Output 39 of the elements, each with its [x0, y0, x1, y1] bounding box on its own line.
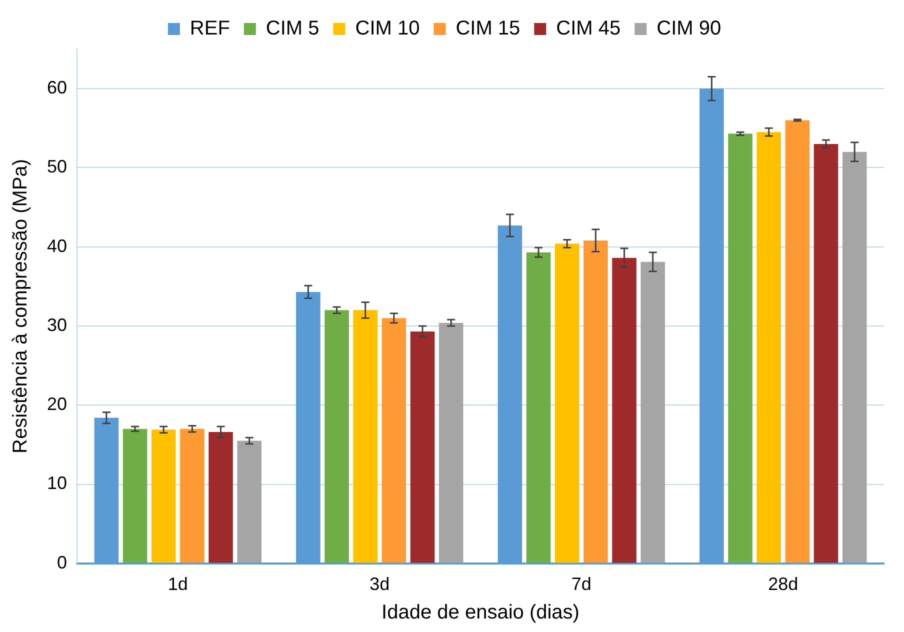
bar: [612, 258, 636, 563]
y-tick-label: 60: [46, 78, 68, 98]
legend-label: REF: [190, 18, 230, 40]
y-tick-label: 50: [46, 156, 68, 177]
legend-label: CIM 15: [456, 18, 520, 40]
bar: [353, 310, 378, 563]
bar: [382, 318, 406, 563]
x-tick-label: 3d: [370, 574, 390, 594]
bar: [526, 252, 551, 563]
x-tick-label: 7d: [571, 574, 592, 594]
y-tick-label: 20: [46, 394, 68, 414]
legend-label: CIM 10: [355, 18, 420, 40]
bar: [814, 144, 838, 563]
bar: [554, 244, 580, 563]
y-tick-label: 40: [46, 236, 68, 256]
bar: [785, 120, 810, 563]
bar: [584, 240, 608, 563]
bar: [410, 332, 435, 563]
y-tick-label: 10: [46, 473, 68, 494]
legend-label: CIM 5: [266, 18, 320, 40]
bar: [208, 432, 233, 563]
legend-label: CIM 45: [556, 18, 621, 40]
bar: [438, 322, 464, 563]
bar: [842, 152, 867, 563]
y-axis-title: Resistência à compressão (MPa): [10, 158, 32, 454]
bar: [180, 428, 204, 563]
legend-label: CIM 90: [656, 18, 722, 40]
bar: [237, 440, 262, 563]
y-tick-label: 0: [57, 552, 68, 572]
bar: [640, 262, 665, 563]
x-tick-label: 1d: [168, 574, 188, 594]
x-axis-title: Idade de ensaio (dias): [382, 602, 580, 624]
y-tick-label: 30: [46, 314, 68, 335]
bar: [122, 428, 148, 563]
bar: [151, 430, 176, 563]
bar: [756, 132, 781, 563]
bar: [728, 134, 752, 563]
x-tick-label: 28d: [768, 574, 798, 594]
bar: [324, 310, 349, 563]
